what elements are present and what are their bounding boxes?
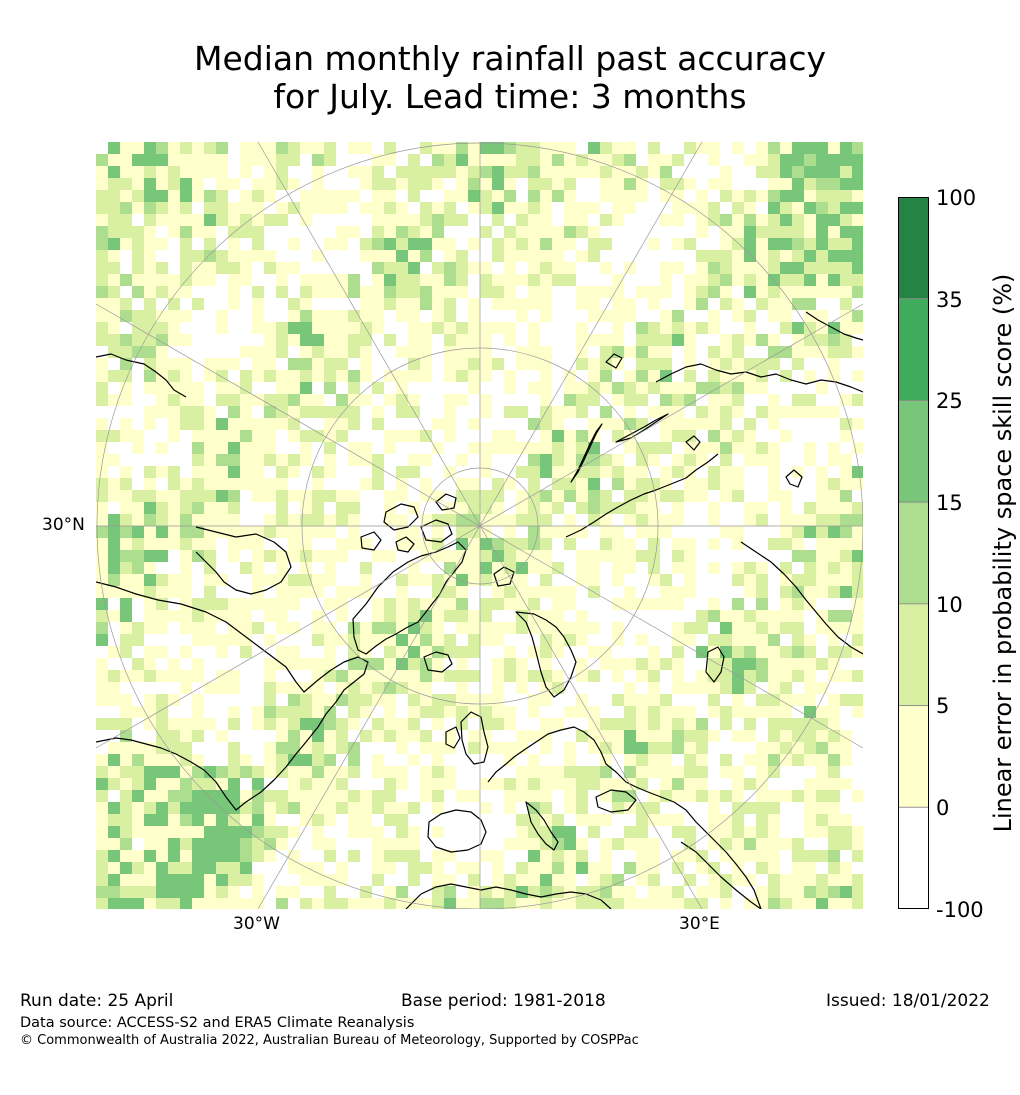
colorbar-bin: [898, 501, 929, 605]
kamchatka-coastline: [805, 311, 863, 341]
latitude-label-30n: 30°N: [42, 515, 85, 535]
siberia-coastline: [655, 363, 863, 393]
lake-coastline-2: [685, 435, 701, 451]
arctic-island-4: [395, 536, 415, 553]
coastlines: [96, 311, 863, 909]
africa-coastline: [405, 883, 612, 909]
arctic-island-1: [383, 503, 419, 531]
black-sea-coastline: [595, 789, 637, 813]
caspian-coastline: [705, 646, 725, 683]
longitude-label-30e: 30°E: [679, 914, 720, 934]
italy-coastline: [525, 801, 559, 851]
colorbar-tick-label: 100: [936, 186, 977, 210]
sakhalin-coastline: [785, 469, 803, 488]
hudson-bay-coastline: [195, 526, 292, 595]
map-title-line-2: for July. Lead time: 3 months: [273, 77, 747, 116]
colorbar-label: Linear error in probability space skill …: [989, 273, 1017, 833]
iceland-coastline: [423, 651, 453, 673]
graticule: [96, 142, 863, 909]
novaya-zemlya-coastline: [570, 423, 603, 483]
colorbar-bin: [898, 298, 929, 401]
map-title-line-1: Median monthly rainfall past accuracy: [193, 39, 827, 78]
data-source: Data source: ACCESS-S2 and ERA5 Climate …: [20, 1015, 415, 1031]
colorbar-tick-label: 25: [936, 389, 963, 413]
colorbar-tick-label: 35: [936, 288, 963, 312]
polar-map: [96, 142, 863, 909]
colorbar: [898, 197, 929, 909]
base-period: Base period: 1981-2018: [401, 991, 606, 1011]
run-date: Run date: 25 April: [20, 991, 174, 1011]
taymyr-coastline: [615, 413, 669, 443]
skill-field: [96, 142, 863, 909]
iberia-coastline: [427, 809, 487, 853]
colorbar-bin: [898, 806, 929, 909]
arctic-island-5: [435, 493, 457, 511]
europe-coastline: [487, 726, 762, 909]
meridian-60e-120w: [96, 303, 863, 749]
siberia-coastline-2: [565, 453, 719, 538]
lake-baikal-coastline: [605, 353, 623, 369]
colorbar-tick-label: 10: [936, 593, 963, 617]
britain-coastline: [460, 711, 489, 765]
colorbar-tick-label: -100: [936, 898, 984, 922]
colorbar-tick-label: 0: [936, 796, 950, 820]
colorbar-bin: [898, 197, 929, 300]
copyright: © Commonwealth of Australia 2022, Austra…: [20, 1033, 639, 1048]
ireland-coastline: [445, 726, 461, 749]
scandinavia-coastline: [515, 611, 577, 698]
arctic-island-2: [420, 519, 453, 543]
arctic-island-3: [360, 531, 382, 551]
arabia-coastline: [680, 841, 762, 909]
svalbard-coastline: [493, 566, 515, 587]
colorbar-bin: [898, 400, 929, 503]
colorbar-bin: [898, 705, 929, 808]
alaska-coastline: [96, 353, 187, 398]
greenland-coastline: [352, 541, 467, 655]
issued-date: Issued: 18/01/2022: [826, 991, 990, 1011]
east-asia-coastline: [740, 541, 863, 655]
longitude-label-30w: 30°W: [233, 914, 280, 934]
colorbar-tick-label: 5: [936, 694, 950, 718]
colorbar-frame: [898, 197, 929, 909]
colorbar-bin: [898, 603, 929, 706]
colorbar-tick-label: 15: [936, 491, 963, 515]
north-america-coastline: [96, 581, 369, 811]
